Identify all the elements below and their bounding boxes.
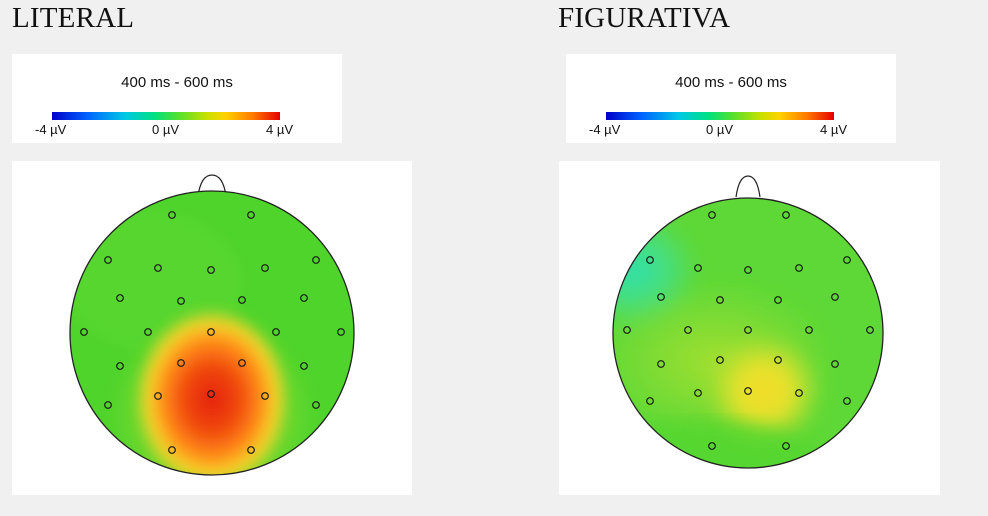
electrode-group bbox=[80, 211, 345, 454]
electrode-marker bbox=[831, 293, 839, 301]
electrode-marker bbox=[708, 442, 716, 450]
electrode-marker bbox=[177, 297, 185, 305]
electrode-marker bbox=[312, 256, 320, 264]
electrode-marker bbox=[104, 256, 112, 264]
electrode-marker bbox=[744, 387, 752, 395]
electrode-marker bbox=[795, 264, 803, 272]
nose-outline bbox=[735, 175, 761, 198]
electrode-marker bbox=[154, 264, 162, 272]
electrode-marker bbox=[716, 356, 724, 364]
colorbar-max-label: 4 µV bbox=[820, 122, 848, 137]
electrode-marker bbox=[782, 442, 790, 450]
electrode-marker bbox=[866, 326, 874, 334]
electrode-marker bbox=[168, 446, 176, 454]
colorbar-gradient bbox=[52, 112, 280, 120]
electrode-marker bbox=[708, 211, 716, 219]
colorbar-min-label: -4 µV bbox=[589, 122, 621, 137]
electrode-marker bbox=[300, 362, 308, 370]
electrode-marker bbox=[782, 211, 790, 219]
electrode-marker bbox=[168, 211, 176, 219]
electrode-marker bbox=[247, 446, 255, 454]
time-window-label: 400 ms - 600 ms bbox=[675, 74, 787, 91]
colorbar-legend-literal: 400 ms - 600 ms -4 µV 0 µV 4 µV bbox=[12, 54, 342, 143]
electrode-marker bbox=[657, 293, 665, 301]
electrode-marker bbox=[261, 264, 269, 272]
head-outline bbox=[69, 190, 355, 476]
electrode-marker bbox=[207, 328, 215, 336]
electrode-marker bbox=[694, 264, 702, 272]
positive-hotspot bbox=[134, 307, 290, 475]
colorbar-legend-figurativa: 400 ms - 600 ms -4 µV 0 µV 4 µV bbox=[566, 54, 896, 143]
electrode-marker bbox=[843, 397, 851, 405]
electrode-marker bbox=[831, 360, 839, 368]
electrode-marker bbox=[116, 362, 124, 370]
electrode-marker bbox=[144, 328, 152, 336]
electrode-marker bbox=[646, 256, 654, 264]
electrode-marker bbox=[104, 401, 112, 409]
positive-hotspot bbox=[704, 333, 824, 449]
electrode-marker bbox=[207, 266, 215, 274]
electrode-marker bbox=[207, 390, 215, 398]
electrode-marker bbox=[657, 360, 665, 368]
electrode-marker bbox=[694, 389, 702, 397]
electrode-marker bbox=[238, 296, 246, 304]
electrode-marker bbox=[116, 294, 124, 302]
electrode-marker bbox=[247, 211, 255, 219]
topomap-literal-svg bbox=[69, 174, 355, 476]
electrode-marker bbox=[805, 326, 813, 334]
topomap-figurativa bbox=[559, 161, 940, 495]
topomap-figurativa-svg bbox=[612, 175, 884, 469]
electrode-marker bbox=[177, 359, 185, 367]
head-outline bbox=[612, 197, 884, 469]
electrode-marker bbox=[774, 356, 782, 364]
panel-title-literal: LITERAL bbox=[12, 2, 135, 34]
topomap-literal bbox=[12, 161, 412, 495]
electrode-group bbox=[623, 211, 874, 450]
electrode-marker bbox=[312, 401, 320, 409]
colorbar-min-label: -4 µV bbox=[35, 122, 67, 137]
colorbar-max-label: 4 µV bbox=[266, 122, 294, 137]
colorbar-gradient bbox=[606, 112, 834, 120]
nose-outline bbox=[197, 174, 227, 197]
electrode-marker bbox=[843, 256, 851, 264]
colorbar-mid-label: 0 µV bbox=[152, 122, 180, 137]
electrode-marker bbox=[272, 328, 280, 336]
electrode-marker bbox=[80, 328, 88, 336]
electrode-marker bbox=[646, 397, 654, 405]
electrode-marker bbox=[300, 294, 308, 302]
electrode-marker bbox=[154, 392, 162, 400]
electrode-marker bbox=[623, 326, 631, 334]
electrode-marker bbox=[238, 359, 246, 367]
electrode-marker bbox=[744, 266, 752, 274]
colorbar-mid-label: 0 µV bbox=[706, 122, 734, 137]
electrode-marker bbox=[716, 296, 724, 304]
electrode-marker bbox=[744, 326, 752, 334]
electrode-marker bbox=[774, 296, 782, 304]
panel-title-figurativa: FIGURATIVA bbox=[558, 2, 731, 34]
electrode-marker bbox=[261, 392, 269, 400]
electrode-marker bbox=[684, 326, 692, 334]
electrode-marker bbox=[795, 389, 803, 397]
electrode-marker bbox=[337, 328, 345, 336]
time-window-label: 400 ms - 600 ms bbox=[121, 74, 233, 91]
